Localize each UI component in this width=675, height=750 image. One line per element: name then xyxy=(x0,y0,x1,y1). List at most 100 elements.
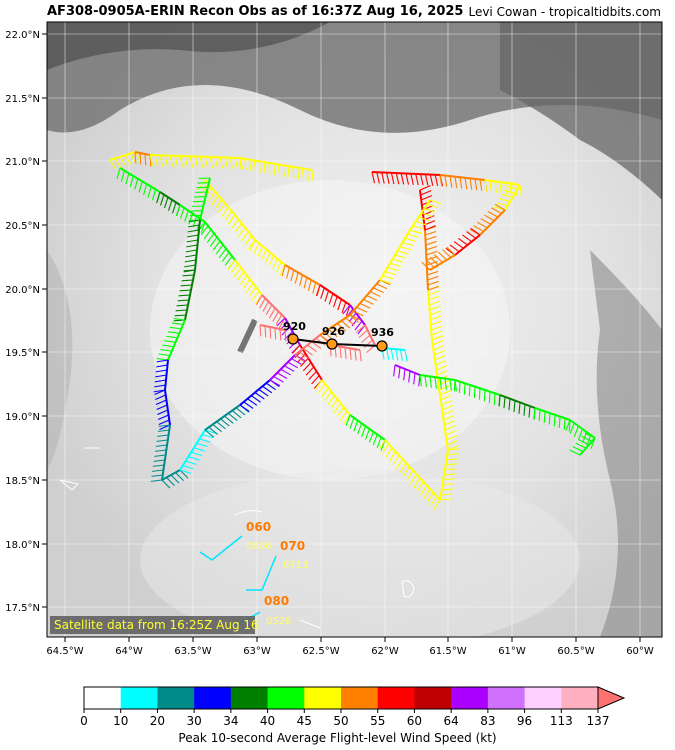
lat-tick-label: 20.5°N xyxy=(5,221,40,232)
wind-barb-segment xyxy=(204,404,250,438)
colorbar-tick-label: 96 xyxy=(517,714,532,728)
colorbar-swatch xyxy=(304,687,342,709)
lat-tick-label: 20.0°N xyxy=(5,285,40,296)
lon-tick-label: 64.5°W xyxy=(46,646,83,657)
colorbar-swatch xyxy=(267,687,305,709)
wind-barb-segment xyxy=(281,264,321,297)
colorbar-swatch xyxy=(414,687,452,709)
wind-barb-segment xyxy=(349,279,391,321)
wind-barb-segment xyxy=(161,469,189,489)
wind-barb-segment xyxy=(259,324,287,342)
colorbar-swatch xyxy=(341,687,379,709)
island-outlines xyxy=(59,447,415,629)
colorbar: 0 10 20 30 34 40 45 50 55 60 64 83 96 113 137 xyxy=(80,686,626,728)
wind-barb-segment xyxy=(378,439,421,488)
credit-text: Levi Cowan - tropicaltidbits.com xyxy=(468,5,661,19)
wind-barb-segment xyxy=(156,317,186,361)
colorbar-swatch xyxy=(230,687,269,709)
wind-barb-segment xyxy=(569,432,596,456)
colorbar-tick-label: 0 xyxy=(80,714,88,728)
colorbar-tick-label: 20 xyxy=(150,714,165,728)
lat-tick-label: 17.5°N xyxy=(5,603,40,614)
wind-barb-segment xyxy=(155,191,181,217)
lon-tick-label: 64°W xyxy=(115,646,143,657)
lat-tick-label: 18.0°N xyxy=(5,540,40,551)
lon-tick-label: 63°W xyxy=(243,646,271,657)
colorbar-swatch xyxy=(157,687,195,709)
low-level-obs: 060 070 080 0606 0713 0528 xyxy=(199,520,308,629)
wind-barb-segment xyxy=(173,269,196,322)
colorbar-tick-label: 55 xyxy=(370,714,385,728)
lon-tick-label: 62.5°W xyxy=(302,646,339,657)
satellite-note: Satellite data from 16:25Z Aug 16 xyxy=(50,616,259,634)
wind-barb-segment xyxy=(179,429,217,474)
colorbar-tick-label: 34 xyxy=(223,714,238,728)
center-fix-track: 920 926 936 xyxy=(283,320,394,352)
wind-barb-segment xyxy=(533,407,571,432)
colorbar-tick-label: 10 xyxy=(113,714,128,728)
lat-tick-label: 19.0°N xyxy=(5,412,40,423)
wind-barb-segment xyxy=(439,448,460,501)
wind-barb-segment xyxy=(188,177,211,221)
lon-tick-label: 63.5°W xyxy=(174,646,211,657)
colorbar-swatch xyxy=(524,687,562,709)
colorbar-tick-label: 45 xyxy=(297,714,312,728)
lon-tick-label: 61°W xyxy=(498,646,526,657)
wind-barb-segment xyxy=(379,229,422,284)
lat-lon-grid xyxy=(47,22,662,637)
lon-tick-label: 60°W xyxy=(626,646,654,657)
wind-barb-segment xyxy=(154,389,171,431)
colorbar-tick-label: 83 xyxy=(480,714,495,728)
lat-tick-label: 19.5°N xyxy=(5,348,40,359)
svg-text:Satellite data from 16:25Z Aug: Satellite data from 16:25Z Aug 16 xyxy=(54,618,259,632)
obs-sublabel: 0713 xyxy=(283,560,308,571)
pressure-label: 926 xyxy=(322,325,345,338)
wind-barb-segment xyxy=(427,285,443,341)
center-fix-marker xyxy=(376,340,388,352)
obs-label: 070 xyxy=(280,539,305,553)
wind-barb-segment xyxy=(109,151,142,170)
wind-barb-segment xyxy=(183,219,201,273)
wind-barb-segment xyxy=(409,199,441,235)
colorbar-tick-label: 64 xyxy=(444,714,459,728)
wind-barb-segment xyxy=(421,246,456,271)
obs-sublabel: 0528 xyxy=(266,616,291,627)
colorbar-tick-label: 113 xyxy=(550,714,573,728)
wind-barb-segment xyxy=(419,374,457,392)
colorbar-swatch xyxy=(377,687,415,709)
lon-tick-label: 62°W xyxy=(371,646,399,657)
wind-barb-segment xyxy=(345,414,386,451)
map-title: AF308-0905A-ERIN Recon Obs as of 16:37Z … xyxy=(47,4,464,19)
obs-label: 060 xyxy=(246,520,271,534)
lon-tick-label: 60.5°W xyxy=(557,646,594,657)
colorbar-tick-label: 137 xyxy=(587,714,610,728)
colorbar-label: Peak 10-second Average Flight-level Wind… xyxy=(178,731,497,745)
wind-barb-segment xyxy=(445,227,481,256)
colorbar-tick-label: 30 xyxy=(187,714,202,728)
wind-barb-segment xyxy=(150,424,171,482)
flight-track xyxy=(109,151,596,510)
wind-barb-segment xyxy=(239,157,314,182)
pressure-label: 936 xyxy=(371,326,394,339)
wind-barb-segment xyxy=(371,171,444,187)
colorbar-tick-label: 50 xyxy=(333,714,348,728)
colorbar-arrow xyxy=(597,686,626,710)
wind-barb-segment xyxy=(356,324,376,354)
lat-tick-label: 22.0°N xyxy=(5,30,40,41)
wind-barb-segment xyxy=(413,477,441,510)
obs-sublabel: 0606 xyxy=(246,541,271,552)
wind-barb-segment xyxy=(227,214,256,250)
colorbar-tick-label: 40 xyxy=(260,714,275,728)
wind-barb-segment xyxy=(315,284,351,316)
center-fix-marker xyxy=(287,333,299,345)
map-frame xyxy=(46,21,663,638)
colorbar-swatch xyxy=(194,687,232,709)
colorbar-swatch xyxy=(84,687,122,709)
wind-barb-segment xyxy=(453,379,501,407)
wind-barb-segment xyxy=(149,154,244,170)
colorbar-swatch xyxy=(561,687,599,709)
satellite-image xyxy=(47,22,662,637)
lat-tick-label: 18.5°N xyxy=(5,476,40,487)
wind-barb-segment xyxy=(294,334,330,363)
